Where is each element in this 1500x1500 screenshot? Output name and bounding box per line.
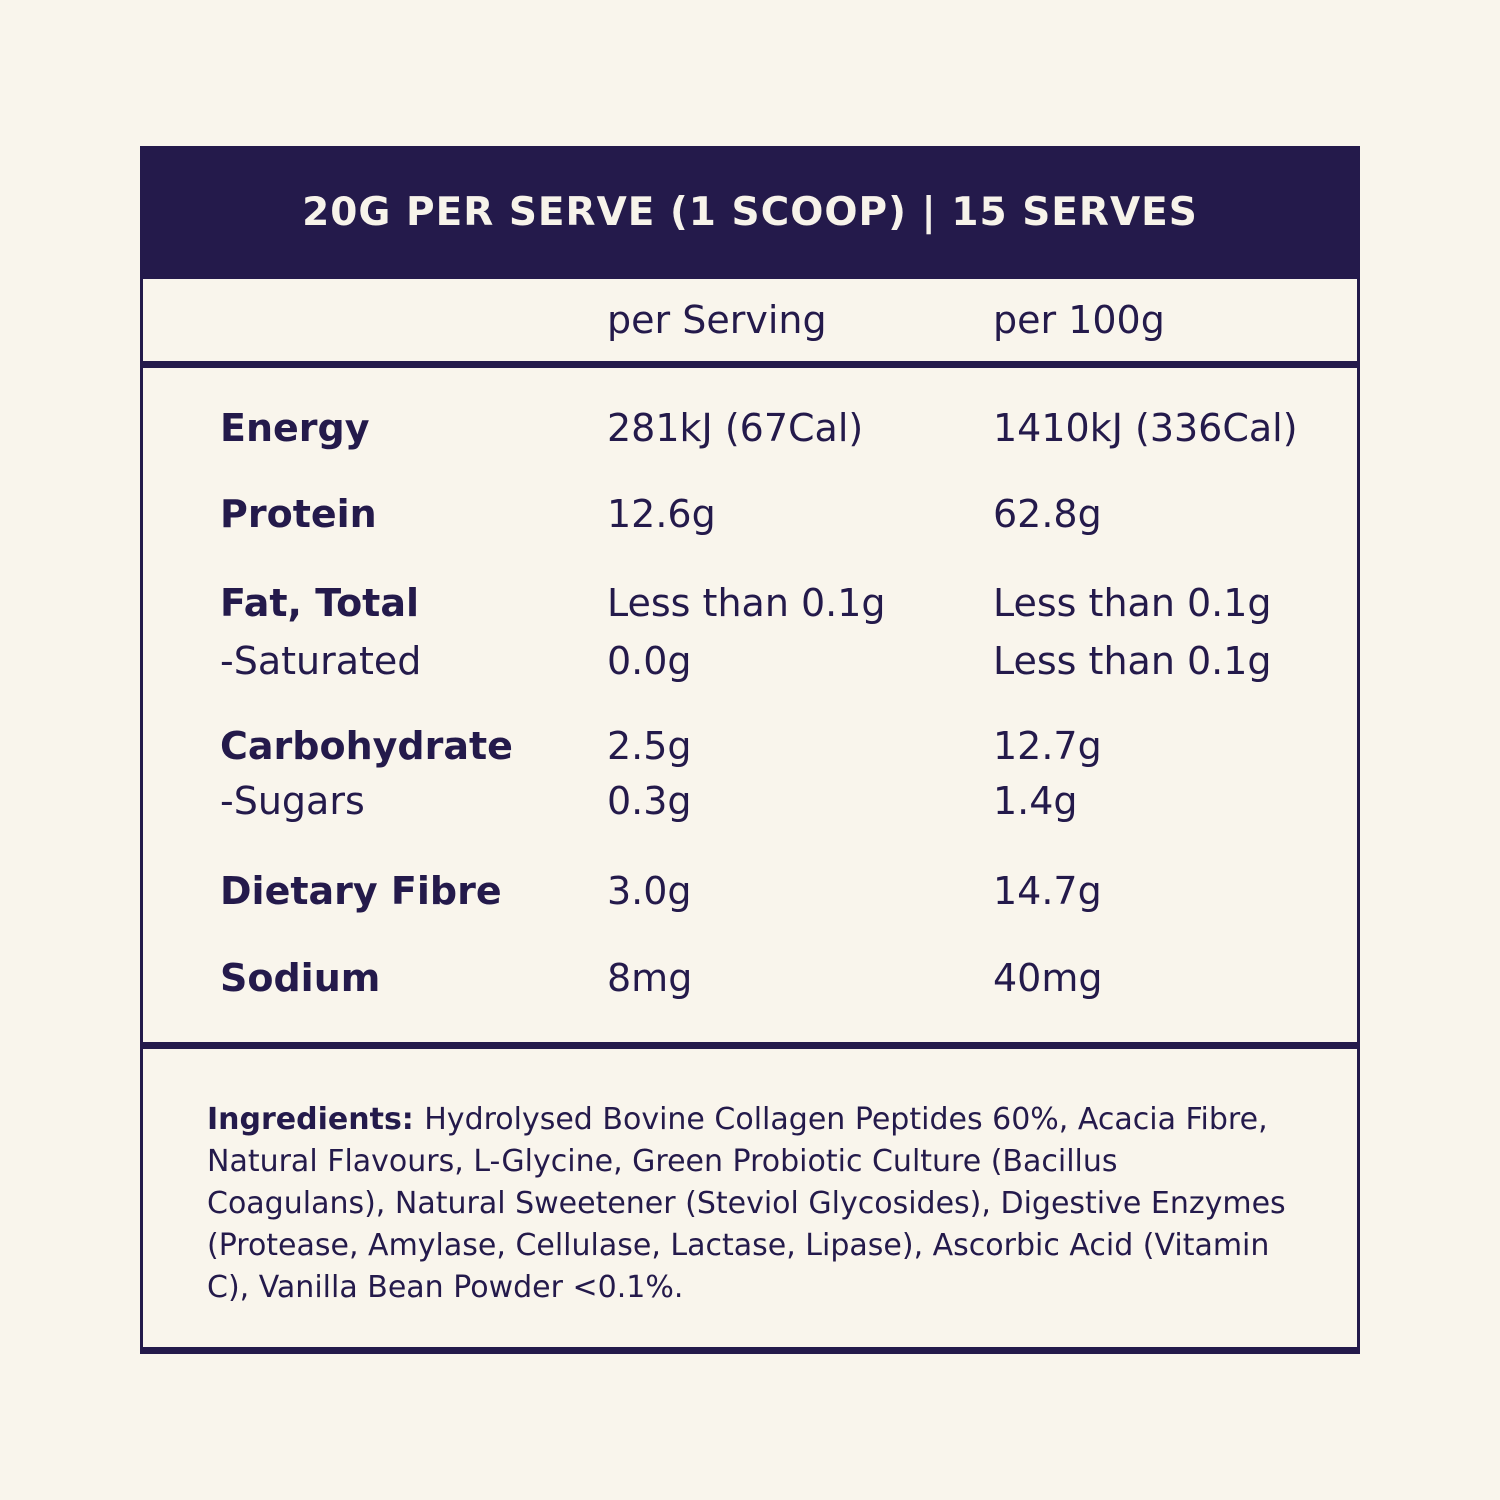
table-row-sugars: -Sugars 0.3g 1.4g	[143, 777, 1357, 825]
table-row-carbohydrate: Carbohydrate 2.5g 12.7g	[143, 722, 1357, 770]
row-per-serving-value: 2.5g	[607, 724, 692, 768]
serving-header-bar: 20G PER SERVE (1 SCOOP) | 15 SERVES	[140, 146, 1360, 279]
table-row-fat-total: Fat, Total Less than 0.1g Less than 0.1g	[143, 579, 1357, 627]
row-per-serving-value: 281kJ (67Cal)	[607, 406, 864, 450]
row-per-serving-value: 0.3g	[607, 779, 692, 823]
row-per-100g-value: 14.7g	[993, 869, 1102, 913]
row-per-serving-value: Less than 0.1g	[607, 581, 886, 625]
row-per-100g-value: Less than 0.1g	[993, 581, 1272, 625]
nutrition-table-body: Energy 281kJ (67Cal) 1410kJ (336Cal) Pro…	[143, 368, 1357, 1049]
column-header-per-serving: per Serving	[607, 298, 827, 342]
row-label: -Saturated	[220, 639, 422, 683]
row-label: Energy	[220, 406, 370, 450]
ingredients-label: Ingredients:	[207, 1102, 425, 1137]
row-label: Dietary Fibre	[220, 869, 502, 913]
row-per-100g-value: Less than 0.1g	[993, 639, 1272, 683]
ingredients-section: Ingredients: Hydrolysed Bovine Collagen …	[143, 1049, 1357, 1347]
table-row-protein: Protein 12.6g 62.8g	[143, 490, 1357, 538]
row-per-100g-value: 40mg	[993, 956, 1103, 1000]
row-label: Protein	[220, 492, 377, 536]
row-per-100g-value: 1410kJ (336Cal)	[993, 406, 1298, 450]
row-per-100g-value: 1.4g	[993, 779, 1078, 823]
row-label: Sodium	[220, 956, 381, 1000]
row-per-100g-value: 62.8g	[993, 492, 1102, 536]
table-row-energy: Energy 281kJ (67Cal) 1410kJ (336Cal)	[143, 404, 1357, 452]
table-row-sodium: Sodium 8mg 40mg	[143, 954, 1357, 1002]
row-per-serving-value: 0.0g	[607, 639, 692, 683]
nutrition-panel: 20G PER SERVE (1 SCOOP) | 15 SERVES per …	[140, 146, 1360, 1354]
table-row-dietary-fibre: Dietary Fibre 3.0g 14.7g	[143, 867, 1357, 915]
table-row-saturated: -Saturated 0.0g Less than 0.1g	[143, 637, 1357, 685]
row-label: Carbohydrate	[220, 724, 513, 768]
serving-header-title: 20G PER SERVE (1 SCOOP) | 15 SERVES	[302, 190, 1198, 235]
row-per-serving-value: 3.0g	[607, 869, 692, 913]
row-per-100g-value: 12.7g	[993, 724, 1102, 768]
ingredients-text: Hydrolysed Bovine Collagen Peptides 60%,…	[207, 1102, 1286, 1305]
row-per-serving-value: 8mg	[607, 956, 693, 1000]
row-label: Fat, Total	[220, 581, 420, 625]
column-header-row: per Serving per 100g	[143, 279, 1357, 368]
row-per-serving-value: 12.6g	[607, 492, 716, 536]
row-label: -Sugars	[220, 779, 365, 823]
column-header-per-100g: per 100g	[993, 298, 1165, 342]
